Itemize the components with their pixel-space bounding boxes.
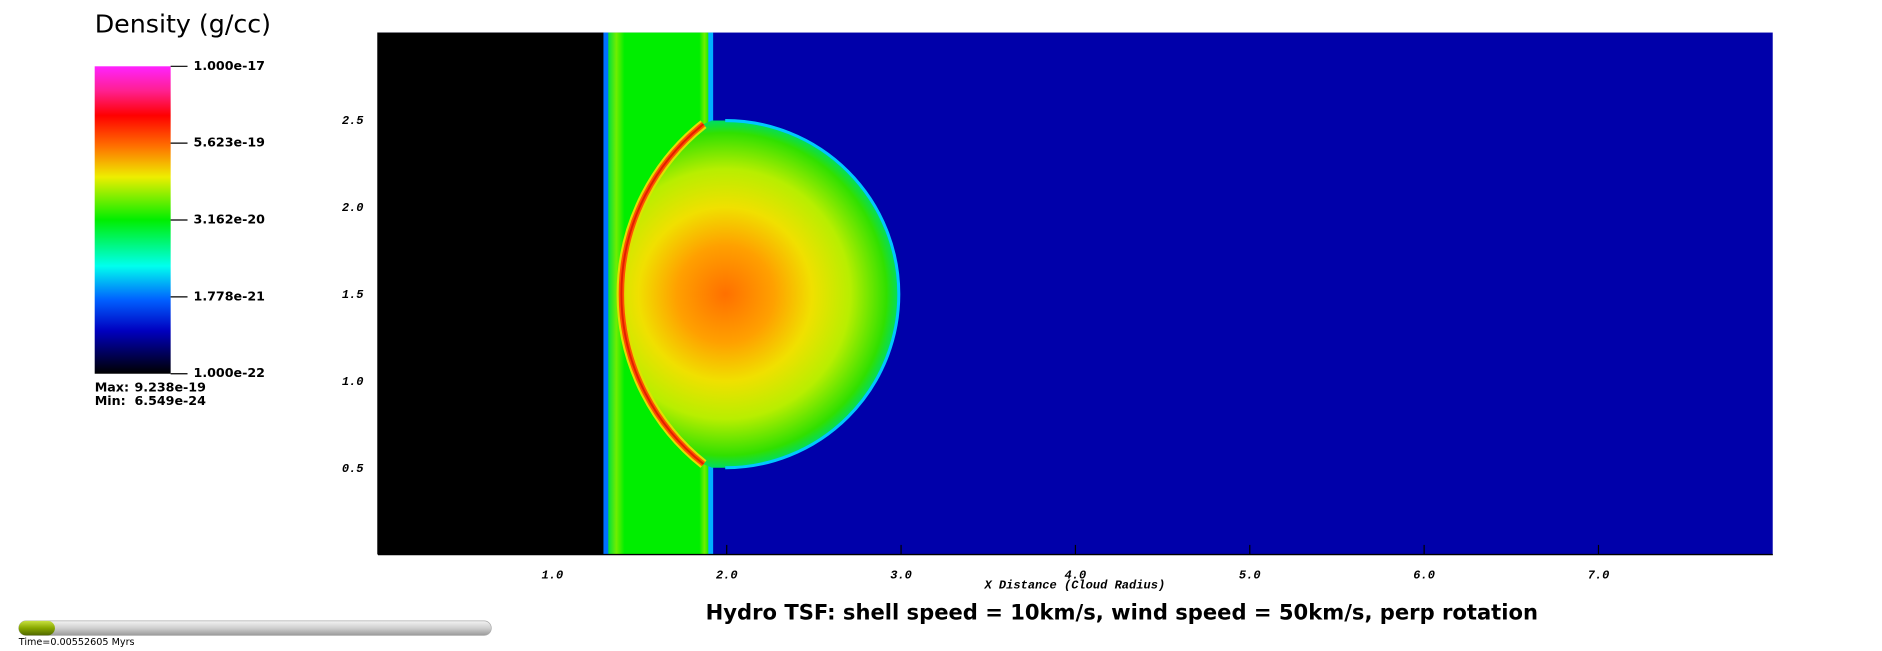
colorbar	[94, 66, 171, 374]
x-axis-label: X Distance (Cloud Radius)	[983, 578, 1165, 592]
colorbar-tick-label: 1.000e-17	[194, 58, 265, 73]
colorbar-tick-label: 1.778e-21	[194, 288, 265, 303]
min-label: Min:	[95, 393, 126, 408]
x-tick-label: 2.0	[716, 569, 738, 583]
axis-ticks: 1.0 2.0 3.0 4.0 5.0 6.0 7.0 0.5 1.0 1.5 2.0 2.5	[342, 114, 1609, 583]
colorbar-title: Density (g/cc)	[95, 10, 271, 39]
x-tick-label: 5.0	[1239, 569, 1261, 583]
colorbar-tick-label: 1.000e-22	[194, 365, 265, 380]
y-tick-label: 0.5	[342, 462, 364, 476]
colorbar-tick-label: 5.623e-19	[194, 135, 265, 150]
x-tick-label: 1.0	[542, 569, 564, 583]
min-value: 6.549e-24	[134, 393, 206, 408]
chart-title: Hydro TSF: shell speed = 10km/s, wind sp…	[706, 600, 1538, 625]
upstream-region	[378, 32, 605, 555]
time-slider[interactable]	[18, 620, 492, 636]
time-slider-progress	[18, 620, 55, 636]
x-tick-label: 4.0	[1065, 569, 1087, 583]
x-tick-label: 3.0	[890, 569, 912, 583]
max-label: Max:	[95, 380, 129, 395]
y-tick-label: 1.0	[342, 375, 364, 389]
density-field	[378, 32, 1773, 555]
y-tick-label: 2.0	[342, 201, 364, 215]
time-label: Time=0.00552605 Myrs	[18, 637, 135, 648]
x-tick-label: 7.0	[1588, 569, 1610, 583]
cloud	[621, 120, 899, 468]
colorbar-ticks: 1.000e-17 5.623e-19 3.162e-20 1.778e-21 1.00…	[170, 58, 266, 380]
y-tick-label: 1.5	[342, 288, 364, 302]
y-tick-label: 2.5	[342, 114, 364, 128]
colorbar-tick-label: 3.162e-20	[194, 212, 266, 227]
wind-front	[603, 32, 610, 555]
x-tick-label: 6.0	[1413, 569, 1435, 583]
bow-shock-core	[620, 123, 705, 465]
max-value: 9.238e-19	[134, 380, 205, 395]
cloud-edge	[725, 119, 901, 470]
